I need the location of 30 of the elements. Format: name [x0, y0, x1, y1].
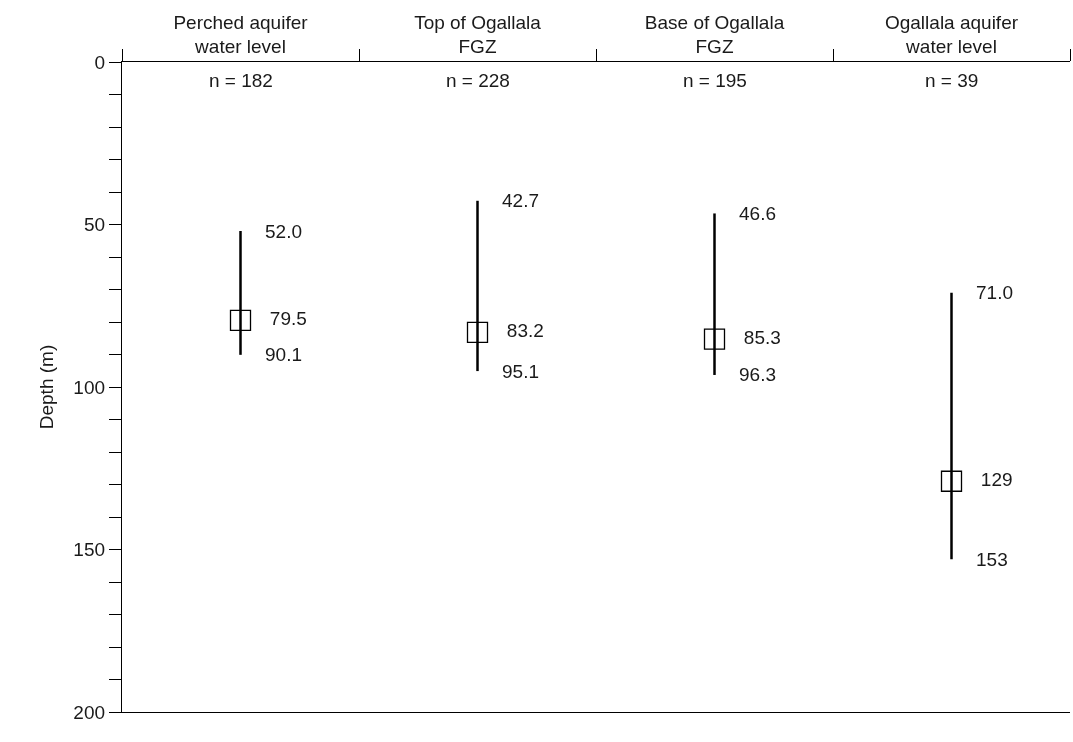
y-tick-label: 100 — [73, 376, 106, 398]
annotation: 46.6 — [739, 203, 776, 224]
x-tick-label: Ogallala aquifer water level — [884, 11, 1019, 58]
y-tick-label: 50 — [83, 214, 106, 236]
point — [940, 470, 963, 492]
annotation: 95.1 — [502, 361, 539, 382]
annotation: n = 39 — [925, 70, 979, 91]
data-label: 79.5 — [254, 308, 307, 330]
x-tick-label: Perched aquifer water level — [173, 11, 309, 58]
x-tick-label: Base of Ogallala FGZ — [644, 11, 785, 58]
point — [466, 321, 489, 344]
x-tick-label: Top of Ogallala FGZ — [414, 11, 542, 58]
data-label: 85.3 — [728, 326, 781, 348]
data-label: 129 — [965, 469, 1013, 490]
data-label: 83.2 — [491, 320, 544, 342]
annotation: 96.3 — [739, 364, 776, 385]
y-tick-label: 200 — [73, 701, 106, 723]
y-tick-label: 0 — [94, 51, 106, 73]
annotation: 153 — [976, 549, 1008, 570]
y-tick-label: 150 — [73, 539, 106, 561]
annotation: 52.0 — [265, 221, 302, 242]
point — [229, 309, 252, 332]
annotation: n = 195 — [683, 70, 747, 91]
annotation: n = 182 — [209, 70, 273, 91]
annotation: 42.7 — [502, 190, 539, 211]
y-axis-title: Depth (m) — [36, 344, 58, 430]
annotation: 90.1 — [265, 344, 302, 365]
point — [703, 328, 726, 350]
annotation: 71.0 — [976, 282, 1013, 303]
annotation: n = 228 — [446, 70, 510, 91]
